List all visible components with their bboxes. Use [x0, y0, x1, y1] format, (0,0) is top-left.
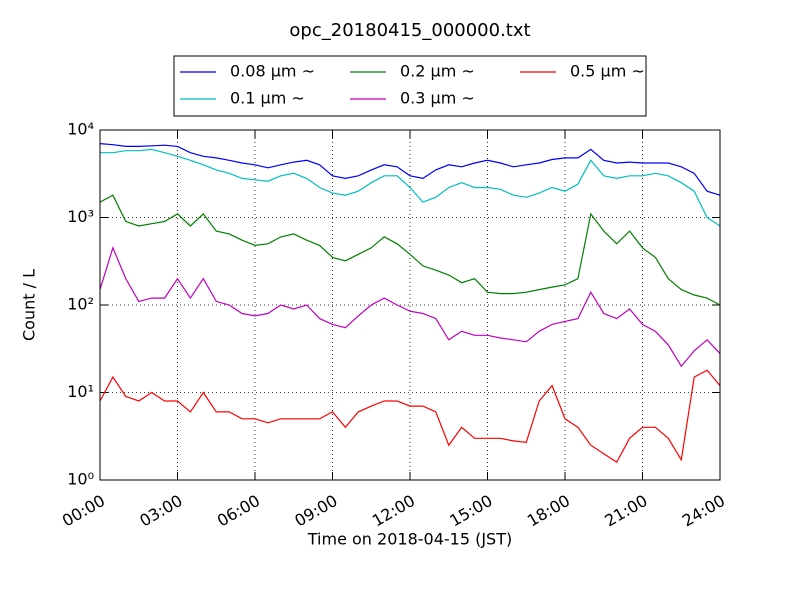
data-line	[99, 143, 721, 196]
legend-label: 0.5 μm ~	[570, 62, 645, 81]
y-tick-label: 10¹	[67, 382, 94, 401]
data-line	[100, 148, 721, 227]
y-tick-label: 10²	[67, 295, 94, 314]
y-tick-label: 10⁰	[67, 470, 94, 489]
legend-label: 0.08 μm ~	[230, 62, 315, 81]
y-tick-label: 10⁴	[67, 120, 94, 139]
y-axis-label: Count / L	[20, 269, 39, 341]
legend-label: 0.1 μm ~	[230, 89, 305, 108]
plot-frame	[99, 129, 721, 481]
legend-label: 0.3 μm ~	[400, 89, 475, 108]
legend-label: 0.2 μm ~	[400, 62, 475, 81]
data-line	[99, 246, 721, 368]
legend-box	[173, 55, 647, 117]
chart-title: opc_20180415_000000.txt	[289, 20, 530, 41]
y-tick-label: 10³	[67, 207, 94, 226]
x-axis-label: Time on 2018-04-15 (JST)	[307, 530, 512, 549]
data-line	[99, 369, 721, 463]
data-line	[99, 194, 721, 306]
